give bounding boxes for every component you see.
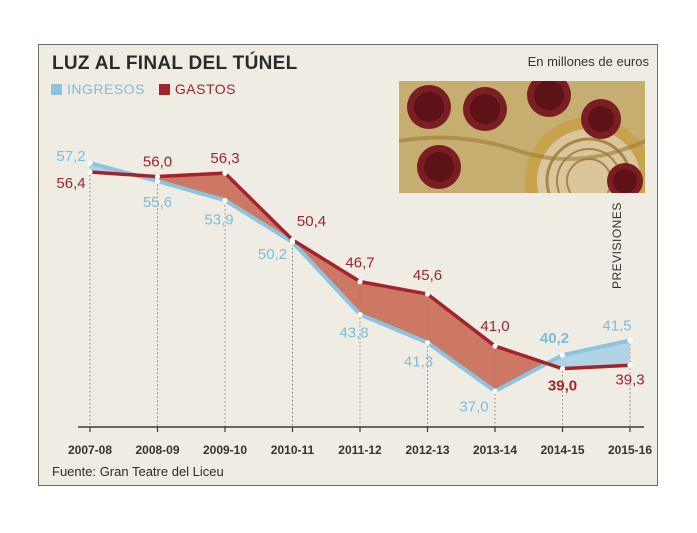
x-tick-label: 2012-13	[405, 443, 449, 457]
x-tick-label: 2011-12	[338, 443, 382, 457]
ingresos-label: 43,8	[339, 324, 368, 341]
ingresos-label: 57,2	[56, 148, 85, 165]
ingresos-label: 37,0	[459, 398, 488, 415]
ingresos-point	[154, 178, 161, 184]
gastos-label: 39,0	[548, 378, 577, 395]
x-tick-label: 2010-11	[271, 443, 315, 457]
surplus-area	[562, 340, 630, 369]
gastos-label: 46,7	[345, 255, 374, 272]
gastos-point	[154, 173, 161, 180]
forecast-annotation: PREVISIONES	[610, 202, 624, 289]
ingresos-label: 41,5	[602, 317, 631, 334]
x-tick-label: 2015-16	[608, 443, 652, 457]
ingresos-point	[424, 340, 431, 346]
gastos-label: 56,0	[143, 154, 172, 171]
gastos-point	[424, 291, 431, 297]
gastos-point	[87, 169, 93, 175]
gastos-point	[559, 366, 566, 372]
ingresos-label: 55,6	[143, 194, 172, 211]
ingresos-label: 50,2	[258, 246, 287, 263]
chart-title: LUZ AL FINAL DEL TÚNEL	[52, 53, 298, 74]
line-chart: 57,2 55,6 53,9 50,2 43,8 41,3 37,0 40,2 41,5 56,4…	[56, 148, 652, 457]
gastos-point	[627, 362, 633, 368]
theatre-ceiling-photo	[399, 81, 645, 193]
ingresos-label: 41,3	[404, 354, 433, 371]
legend: INGRESOS GASTOS	[51, 81, 250, 97]
gastos-point	[222, 170, 228, 176]
ingresos-label: 40,2	[540, 330, 569, 347]
deficit-area	[360, 281, 428, 343]
units-label: En millones de euros	[527, 54, 649, 69]
ingresos-label: 53,9	[204, 211, 233, 228]
x-tick-label: 2007-08	[68, 443, 112, 457]
ingresos-point	[492, 388, 498, 394]
source-note: Fuente: Gran Teatre del Liceu	[52, 464, 224, 479]
legend-swatch-ingresos	[51, 83, 62, 95]
ingresos-point	[222, 197, 228, 203]
deficit-area	[495, 346, 547, 392]
gastos-label: 41,0	[480, 318, 509, 335]
ingresos-point	[559, 352, 566, 358]
legend-label-ingresos: INGRESOS	[67, 81, 145, 97]
ingresos-point	[357, 311, 363, 318]
gastos-label: 45,6	[413, 267, 442, 284]
gastos-point	[357, 279, 363, 285]
chart-panel: 57,2 55,6 53,9 50,2 43,8 41,3 37,0 40,2 41,5 56,4…	[38, 44, 658, 486]
gastos-point	[492, 343, 498, 349]
gastos-label: 56,4	[56, 175, 85, 192]
x-tick-label: 2014-15	[540, 443, 584, 457]
legend-label-gastos: GASTOS	[174, 81, 236, 97]
x-tick-label: 2008-09	[135, 443, 179, 457]
gastos-label: 50,4	[297, 213, 326, 230]
deficit-area	[427, 294, 495, 392]
x-tick-label: 2009-10	[203, 443, 247, 457]
gastos-point	[289, 237, 296, 243]
gastos-label: 39,3	[615, 371, 644, 388]
legend-swatch-gastos	[158, 83, 170, 95]
x-tick-label: 2013-14	[473, 443, 517, 457]
ingresos-point	[87, 160, 93, 166]
gastos-label: 56,3	[210, 150, 239, 167]
ingresos-point	[627, 337, 633, 344]
